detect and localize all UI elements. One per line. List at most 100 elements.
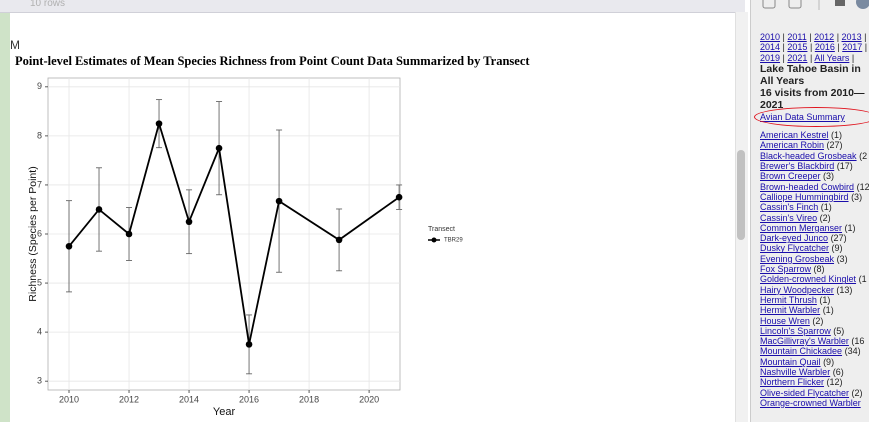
- species-count: (12): [856, 181, 869, 192]
- species-count: (2: [859, 150, 868, 161]
- species-link[interactable]: American Robin: [760, 140, 825, 151]
- year-link[interactable]: 2013: [841, 32, 862, 42]
- species-row: Orange-crowned Warbler: [760, 398, 869, 408]
- species-link[interactable]: MacGillivray's Warbler: [760, 336, 849, 347]
- species-link[interactable]: Common Merganser: [760, 222, 843, 233]
- year-link[interactable]: 2012: [814, 32, 835, 42]
- species-row: American Kestrel (1): [760, 130, 869, 140]
- species-link[interactable]: Golden-crowned Kinglet: [760, 274, 857, 285]
- species-link[interactable]: Dark-eyed Junco: [760, 233, 829, 244]
- species-count: (2): [819, 212, 831, 223]
- separator: |: [782, 52, 785, 63]
- species-link[interactable]: Hermit Thrush: [760, 294, 817, 305]
- species-link[interactable]: Northern Flicker: [760, 377, 825, 388]
- year-link[interactable]: 2017: [842, 42, 863, 53]
- map-strip: [0, 0, 10, 422]
- visits: 16 visits from 2010—2021: [760, 86, 865, 111]
- point: [185, 218, 193, 226]
- separator: |: [864, 42, 868, 53]
- icon[interactable]: [762, 0, 776, 9]
- chart: Point-level Estimates of Mean Species Ri…: [15, 54, 530, 418]
- point: [275, 197, 283, 205]
- year-links: 2010 | 2011 | 2012 | 2013 | 2014 | 2015 …: [760, 32, 869, 63]
- point: [155, 120, 163, 127]
- species-link[interactable]: Calliope Hummingbird: [760, 191, 849, 202]
- species-link[interactable]: Black-headed Grosbeak: [760, 150, 857, 161]
- sidebar: 2010 | 2011 | 2012 | 2013 | 2014 | 2015 …: [750, 0, 869, 422]
- year-link[interactable]: 2014: [760, 42, 781, 53]
- year-link[interactable]: 2021: [787, 52, 808, 63]
- species-link[interactable]: Evening Grosbeak: [760, 253, 835, 264]
- species-link[interactable]: Cassin's Finch: [760, 202, 819, 213]
- point: [215, 144, 223, 152]
- rows-text: 10 rows: [30, 0, 66, 9]
- species-link[interactable]: Mountain Chickadee: [760, 346, 843, 357]
- species-link[interactable]: American Kestrel: [760, 130, 829, 141]
- y-tick-label: 5: [37, 277, 42, 287]
- species-link[interactable]: House Wren: [760, 315, 810, 326]
- species-link[interactable]: Olive-sided Flycatcher: [760, 387, 850, 398]
- icon[interactable]: [835, 0, 845, 6]
- species-row: Calliope Hummingbird (3): [760, 192, 869, 202]
- species-row: Dark-eyed Junco (27): [760, 233, 869, 243]
- species-count: (2): [851, 387, 863, 398]
- species-count: (3): [836, 253, 848, 264]
- species-link[interactable]: Fox Sparrow: [760, 264, 812, 275]
- year-link[interactable]: 2015: [787, 42, 808, 53]
- legend-title: Transect: [428, 226, 455, 233]
- y-tick-label: 6: [37, 228, 42, 238]
- species-link[interactable]: Hermit Warbler: [760, 305, 821, 316]
- species-link[interactable]: Cassin's Vireo: [760, 212, 818, 223]
- species-link[interactable]: Dusky Flycatcher: [760, 243, 830, 254]
- x-axis-label: Year: [213, 406, 236, 418]
- species-link[interactable]: Mountain Quail: [760, 356, 821, 367]
- legend-marker: [431, 237, 437, 243]
- species-link[interactable]: Nashville Warbler: [760, 367, 831, 378]
- species-row: Cassin's Vireo (2): [760, 213, 869, 223]
- highlight-circle: [754, 106, 869, 127]
- species-link[interactable]: Hairy Woodpecker: [760, 284, 834, 295]
- species-link[interactable]: Brewer's Blackbird: [760, 161, 835, 172]
- species-row: Brewer's Blackbird (17): [760, 161, 869, 171]
- species-row: Dusky Flycatcher (9): [760, 243, 869, 253]
- point: [395, 193, 403, 201]
- year-link[interactable]: 2010: [760, 32, 781, 42]
- y-tick-label: 3: [37, 376, 42, 386]
- species-link[interactable]: Orange-crowned Warbler: [760, 397, 861, 408]
- species-link[interactable]: Brown-headed Cowbird: [760, 181, 855, 192]
- species-row: Hairy Woodpecker (13): [760, 285, 869, 295]
- year-link[interactable]: 2016: [814, 42, 835, 53]
- species-count: (1: [858, 274, 867, 285]
- y-tick-label: 4: [37, 326, 42, 336]
- species-link[interactable]: Brown Creeper: [760, 171, 821, 182]
- year-link[interactable]: All Years: [814, 52, 850, 63]
- icon[interactable]: [788, 0, 802, 9]
- species-list: American Kestrel (1) American Robin (27) B…: [760, 130, 869, 408]
- x-tick-label: 2016: [239, 394, 259, 404]
- y-tick-label: 9: [37, 81, 42, 91]
- scroll-thumb[interactable]: [737, 150, 745, 240]
- top-bar: [0, 0, 745, 13]
- species-row: American Robin (27): [760, 140, 869, 150]
- sidebar-body: 2010 | 2011 | 2012 | 2013 | 2014 | 2015 …: [754, 32, 869, 408]
- species-count: (1): [819, 294, 831, 305]
- species-count: (2): [812, 315, 824, 326]
- separator: |: [836, 32, 840, 42]
- species-row: Cassin's Finch (1): [760, 202, 869, 212]
- species-link[interactable]: Lincoln's Sparrow: [760, 325, 831, 336]
- y-axis-label: Richness (Species per Point): [27, 166, 39, 301]
- species-row: Hermit Thrush (1): [760, 295, 869, 305]
- year-link[interactable]: 2019: [760, 52, 781, 63]
- species-row: Evening Grosbeak (3): [760, 254, 869, 264]
- year-link[interactable]: 2011: [787, 32, 807, 42]
- point: [125, 230, 133, 238]
- species-count: (8): [813, 264, 825, 275]
- side-letter: M: [10, 38, 20, 52]
- avatar[interactable]: [856, 0, 869, 9]
- species-row: Mountain Quail (9): [760, 357, 869, 367]
- species-row: Brown Creeper (3): [760, 171, 869, 181]
- species-row: MacGillivray's Warbler (16: [760, 336, 869, 346]
- x-tick-label: 2018: [299, 394, 319, 404]
- browser-icons: [762, 0, 869, 10]
- species-row: Common Merganser (1): [760, 223, 869, 233]
